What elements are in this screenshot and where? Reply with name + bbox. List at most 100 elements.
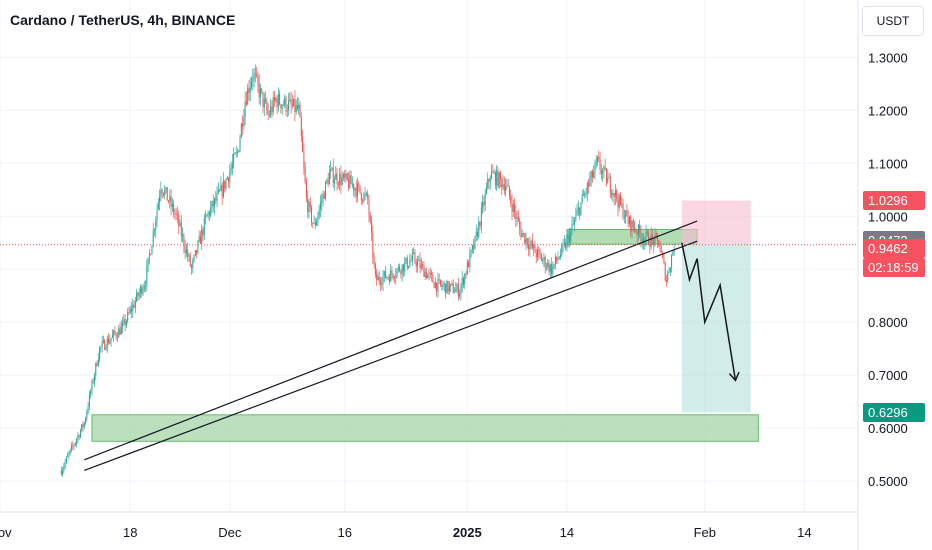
x-tick-label: 16	[337, 525, 351, 540]
candle-body	[211, 201, 213, 208]
candle-body	[151, 245, 153, 255]
candle-body	[294, 98, 296, 113]
candle-body	[519, 221, 521, 228]
support-zone	[91, 414, 759, 442]
candle-body	[502, 184, 504, 188]
candle-body	[586, 182, 588, 194]
candle-body	[257, 74, 259, 84]
candle-body	[328, 171, 330, 185]
candle-body	[72, 445, 74, 447]
projection-arrowhead	[728, 371, 740, 382]
candle-body	[406, 257, 408, 268]
candle-body	[382, 276, 384, 285]
candle-body	[193, 255, 195, 261]
candle-body	[542, 260, 544, 261]
candle-body	[106, 338, 108, 349]
candle-body	[597, 156, 599, 162]
candle-body	[191, 265, 193, 268]
candle-body	[124, 319, 126, 326]
candle-body	[369, 215, 371, 222]
candle-body	[649, 244, 651, 247]
candle-body	[332, 167, 334, 184]
candle-body	[212, 201, 214, 207]
x-tick-label: Nov	[0, 525, 12, 540]
candle-body	[300, 117, 302, 137]
candle-body	[314, 222, 316, 226]
candle-body	[196, 250, 198, 254]
candle-body	[524, 233, 526, 244]
candle-body	[662, 252, 664, 258]
candle-body	[302, 136, 304, 153]
candle-body	[377, 276, 379, 281]
candle-body	[547, 262, 549, 268]
candle-body	[91, 381, 93, 392]
candle-body	[417, 261, 419, 267]
candle-body	[599, 159, 601, 171]
candle-body	[291, 104, 293, 106]
candle-body	[244, 101, 246, 117]
candle-body	[429, 272, 431, 274]
candle-body	[284, 97, 286, 106]
candle-body	[279, 93, 281, 105]
candle-body	[669, 267, 671, 272]
candle-body	[581, 194, 583, 203]
candle-body	[153, 229, 155, 231]
candle-body	[349, 175, 351, 188]
candle-body	[420, 264, 422, 269]
currency-button[interactable]: USDT	[862, 6, 924, 36]
candle-body	[607, 177, 609, 184]
candle-body	[593, 171, 595, 178]
candle-body	[665, 280, 667, 282]
y-tick-label: 1.1000	[868, 156, 908, 171]
candle-body	[188, 255, 190, 257]
candle-body	[466, 261, 468, 275]
candle-body	[217, 189, 219, 193]
candle-body	[540, 254, 542, 261]
candle-body	[373, 257, 375, 264]
candle-body	[422, 264, 424, 266]
candle-body	[168, 200, 170, 202]
candle-body	[660, 250, 662, 253]
candle-body	[173, 203, 175, 214]
candle-body	[348, 179, 350, 188]
candle-body	[567, 234, 569, 240]
candle-body	[582, 194, 584, 196]
candle-body	[648, 233, 650, 245]
candle-body	[401, 264, 403, 275]
candle-body	[83, 422, 85, 427]
candle-body	[640, 232, 642, 241]
candle-body	[357, 183, 358, 197]
candle-body	[613, 192, 615, 197]
candle-body	[118, 328, 120, 338]
candle-body	[388, 277, 390, 282]
candle-body	[575, 215, 577, 221]
candle-body	[95, 363, 97, 376]
candle-body	[355, 188, 357, 197]
candle-body	[614, 190, 616, 197]
candle-body	[134, 301, 136, 308]
candle-body	[551, 264, 553, 275]
candle-body	[256, 74, 258, 76]
candle-body	[595, 161, 597, 163]
candle-body	[374, 263, 376, 275]
candle-body	[295, 105, 297, 113]
candle-body	[505, 186, 507, 192]
candle-body	[104, 340, 106, 350]
candle-body	[73, 445, 75, 446]
candle-body	[535, 252, 537, 258]
candle-body	[636, 231, 638, 236]
candle-body	[68, 452, 70, 456]
candle-body	[639, 225, 641, 233]
candle-body	[312, 222, 314, 224]
candle-body	[141, 287, 143, 294]
candle-body	[199, 236, 201, 244]
trendline	[84, 220, 698, 461]
candle-body	[419, 259, 421, 269]
candle-body	[598, 156, 600, 160]
y-tick-label: 0.7000	[868, 368, 908, 383]
candle-body	[399, 266, 401, 271]
candle-body	[605, 169, 607, 184]
candle-body	[392, 274, 394, 278]
candle-body	[534, 244, 536, 253]
